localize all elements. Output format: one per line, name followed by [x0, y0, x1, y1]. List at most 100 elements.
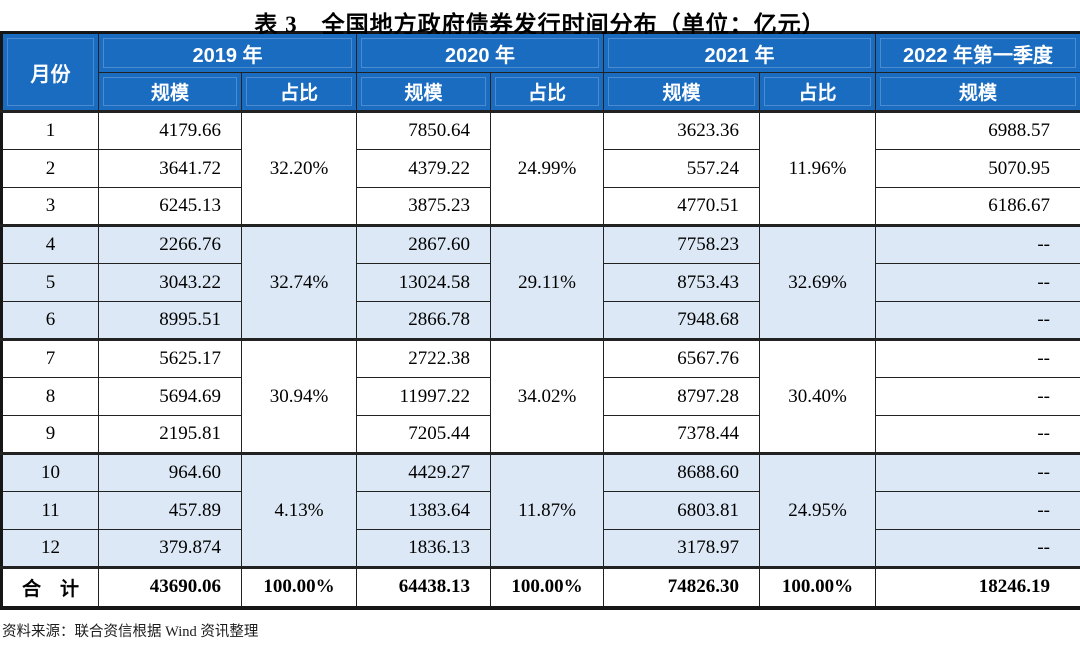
share-2019-q4: 4.13% — [241, 453, 357, 569]
scale-2021: 3623.36 — [603, 111, 760, 150]
scale-2022: 6186.67 — [875, 187, 1080, 227]
share-2019-q2: 32.74% — [241, 225, 357, 341]
month-cell: 3 — [1, 187, 99, 227]
header-2019: 2019 年 — [98, 32, 357, 73]
scale-2019: 3043.22 — [98, 263, 242, 302]
month-cell: 6 — [1, 301, 99, 341]
scale-2021: 557.24 — [603, 149, 760, 188]
header-2020: 2020 年 — [356, 32, 604, 73]
header-scale-2021: 规模 — [603, 72, 760, 113]
scale-2019: 379.874 — [98, 529, 242, 569]
month-cell: 8 — [1, 377, 99, 416]
table-row: 10 964.60 4.13% 4429.27 11.87% 8688.60 2… — [1, 453, 1080, 569]
scale-2020: 2722.38 — [356, 339, 491, 378]
table-row: 12 379.874 1836.13 3178.97 -- — [1, 529, 1080, 569]
scale-2020: 3875.23 — [356, 187, 491, 227]
month-cell: 5 — [1, 263, 99, 302]
share-2020-q1: 24.99% — [490, 111, 604, 227]
table-row: 3 6245.13 3875.23 4770.51 6186.67 — [1, 187, 1080, 227]
share-2021-q1: 11.96% — [759, 111, 876, 227]
total-share-2021: 100.00% — [759, 566, 876, 608]
header-row-years: 月份 2019 年 2020 年 2021 年 2022 年第一季度 — [1, 32, 1080, 113]
total-share-2020: 100.00% — [490, 566, 604, 608]
table-row: 8 5694.69 11997.22 8797.28 -- — [1, 377, 1080, 416]
scale-2022: -- — [875, 263, 1080, 302]
month-cell: 7 — [1, 339, 99, 378]
scale-2021: 3178.97 — [603, 529, 760, 569]
header-row-metrics: 规模 占比 规模 占比 规模 占比 规模 — [2, 72, 1080, 113]
scale-2019: 457.89 — [98, 491, 242, 530]
scale-2022: -- — [875, 415, 1080, 455]
table-row: 6 8995.51 2866.78 7948.68 -- — [1, 301, 1080, 341]
scale-2022: -- — [875, 301, 1080, 341]
scale-2022: -- — [875, 453, 1080, 492]
scale-2020: 4429.27 — [356, 453, 491, 492]
scale-2020: 11997.22 — [356, 377, 491, 416]
share-2020-q3: 34.02% — [490, 339, 604, 455]
share-2020-q2: 29.11% — [490, 225, 604, 341]
header-share-2021: 占比 — [759, 72, 876, 113]
scale-2019: 6245.13 — [98, 187, 242, 227]
scale-2019: 8995.51 — [98, 301, 242, 341]
table-header: 月份 2019 年 2020 年 2021 年 2022 年第一季度 规模 占比… — [1, 32, 1080, 113]
total-row: 合 计 43690.06 100.00% 64438.13 100.00% 74… — [1, 566, 1080, 608]
scale-2022: -- — [875, 491, 1080, 530]
scale-2020: 7850.64 — [356, 111, 491, 150]
scale-2020: 1383.64 — [356, 491, 491, 530]
scale-2020: 13024.58 — [356, 263, 491, 302]
month-cell: 10 — [1, 453, 99, 492]
month-cell: 9 — [1, 415, 99, 455]
table-body: 1 4179.66 32.20% 7850.64 24.99% 3623.36 … — [1, 111, 1080, 608]
total-scale-2022: 18246.19 — [875, 566, 1080, 608]
share-2019-q3: 30.94% — [241, 339, 357, 455]
share-2021-q3: 30.40% — [759, 339, 876, 455]
scale-2019: 3641.72 — [98, 149, 242, 188]
scale-2020: 2866.78 — [356, 301, 491, 341]
table-row: 4 2266.76 32.74% 2867.60 29.11% 7758.23 … — [1, 225, 1080, 341]
scale-2022: -- — [875, 339, 1080, 378]
total-scale-2019: 43690.06 — [98, 566, 242, 608]
total-scale-2021: 74826.30 — [603, 566, 760, 608]
header-scale-2019: 规模 — [98, 72, 242, 113]
scale-2020: 2867.60 — [356, 225, 491, 264]
scale-2022: 5070.95 — [875, 149, 1080, 188]
scale-2021: 7758.23 — [603, 225, 760, 264]
scale-2022: -- — [875, 529, 1080, 569]
header-scale-2020: 规模 — [356, 72, 491, 113]
scale-2021: 6803.81 — [603, 491, 760, 530]
header-share-2019: 占比 — [241, 72, 357, 113]
scale-2019: 2195.81 — [98, 415, 242, 455]
total-scale-2020: 64438.13 — [356, 566, 491, 608]
total-share-2019: 100.00% — [241, 566, 357, 608]
table-row: 9 2195.81 7205.44 7378.44 -- — [1, 415, 1080, 455]
header-2022q1: 2022 年第一季度 — [875, 32, 1080, 73]
share-2019-q1: 32.20% — [241, 111, 357, 227]
month-cell: 1 — [1, 111, 99, 150]
scale-2019: 4179.66 — [98, 111, 242, 150]
scale-2019: 5694.69 — [98, 377, 242, 416]
header-scale-2022: 规模 — [875, 72, 1080, 113]
scale-2021: 8688.60 — [603, 453, 760, 492]
scale-2021: 8753.43 — [603, 263, 760, 302]
month-cell: 2 — [1, 149, 99, 188]
scale-2021: 4770.51 — [603, 187, 760, 227]
header-share-2020: 占比 — [490, 72, 604, 113]
share-2021-q2: 32.69% — [759, 225, 876, 341]
share-2020-q4: 11.87% — [490, 453, 604, 569]
header-2021: 2021 年 — [603, 32, 876, 73]
scale-2021: 7948.68 — [603, 301, 760, 341]
scale-2019: 964.60 — [98, 453, 242, 492]
source-note: 资料来源：联合资信根据 Wind 资讯整理 — [2, 623, 259, 640]
total-label: 合 计 — [1, 566, 99, 608]
share-2021-q4: 24.95% — [759, 453, 876, 569]
scale-2022: -- — [875, 225, 1080, 264]
month-cell: 4 — [1, 225, 99, 264]
scale-2019: 5625.17 — [98, 339, 242, 378]
scale-2021: 7378.44 — [603, 415, 760, 455]
scale-2022: -- — [875, 377, 1080, 416]
scale-2021: 6567.76 — [603, 339, 760, 378]
month-cell: 11 — [1, 491, 99, 530]
month-cell: 12 — [1, 529, 99, 569]
scale-2020: 4379.22 — [356, 149, 491, 188]
